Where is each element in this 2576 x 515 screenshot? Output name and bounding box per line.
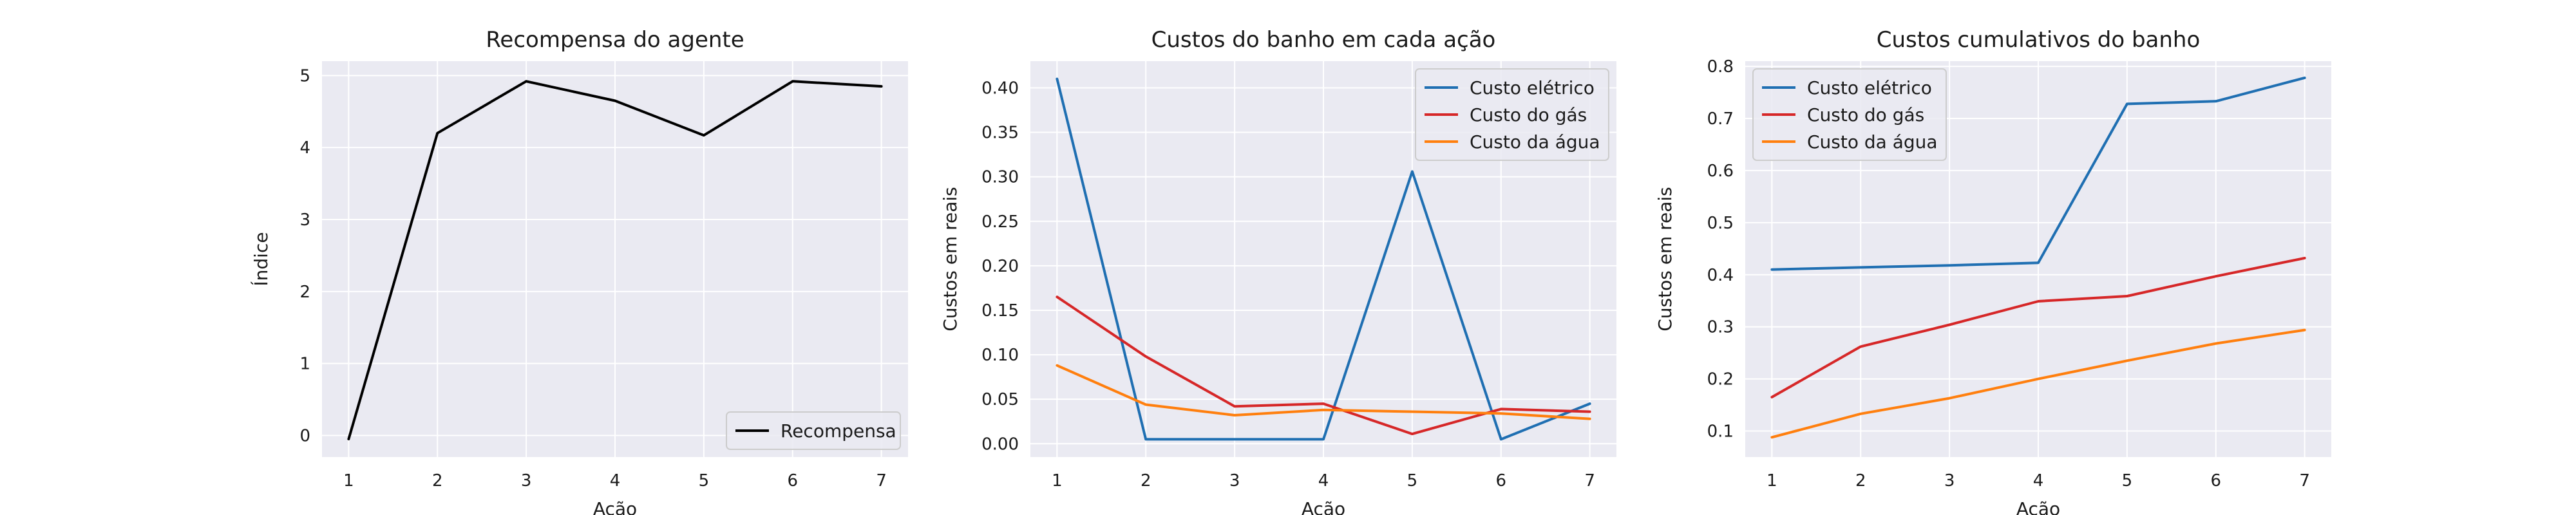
x-tick-label: 4 xyxy=(1318,471,1329,491)
chart-2: 1 2 3 4 5 6 7 0.00 0.05 0.10 0.15 0.20 0.25 0.30 0.35 0… xyxy=(940,27,1616,515)
y-tick-label: 0.3 xyxy=(1707,318,1734,337)
x-tick-label: 1 xyxy=(343,471,354,491)
y-tick-label: 1 xyxy=(299,355,310,374)
y-tick-label: 0.20 xyxy=(981,257,1019,276)
x-tick-label: 2 xyxy=(1141,471,1151,491)
y-tick-label: 0.00 xyxy=(981,435,1019,454)
x-tick-label: 2 xyxy=(1855,471,1866,491)
y-tick-label: 3 xyxy=(299,211,310,230)
x-tick-label: 6 xyxy=(1495,471,1506,491)
y-tick-label: 0.05 xyxy=(981,390,1019,409)
y-tick-label: 0.15 xyxy=(981,301,1019,321)
y-tick-label: 0.7 xyxy=(1707,109,1734,129)
y-tick-label: 2 xyxy=(299,283,310,302)
y-tick-label: 4 xyxy=(299,138,310,158)
y-tick-label: 0.5 xyxy=(1707,214,1734,233)
x-tick-label: 3 xyxy=(1229,471,1240,491)
y-tick-label: 0.4 xyxy=(1707,266,1734,285)
y-tick-label: 0.10 xyxy=(981,346,1019,365)
y-axis-label: Custos em reais xyxy=(1654,187,1676,332)
x-tick-label: 1 xyxy=(1052,471,1063,491)
y-tick-label: 0.35 xyxy=(981,124,1019,143)
y-tick-label: 0.6 xyxy=(1707,162,1734,181)
legend: Custo elétrico Custo do gás Custo da água xyxy=(1752,68,1947,161)
x-tick-label: 5 xyxy=(699,471,710,491)
y-tick-label: 0 xyxy=(299,426,310,445)
legend-label: Custo do gás xyxy=(1807,104,1924,126)
chart-3: 1 2 3 4 5 6 7 0.1 0.2 0.3 0.4 0.5 0.6 0.7 0.8 Custos cu… xyxy=(1654,27,2331,515)
x-tick-label: 3 xyxy=(1944,471,1955,491)
legend-label: Custo elétrico xyxy=(1470,77,1595,98)
legend-label: Custo da água xyxy=(1807,131,1938,153)
x-axis-label: Ação xyxy=(2016,498,2060,515)
x-tick-label: 5 xyxy=(2122,471,2133,491)
x-tick-label: 7 xyxy=(876,471,887,491)
y-tick-label: 0.8 xyxy=(1707,57,1734,77)
legend-label: Recompensa xyxy=(781,420,896,442)
y-tick-label: 0.2 xyxy=(1707,370,1734,389)
chart-title: Recompensa do agente xyxy=(486,27,744,53)
x-tick-label: 6 xyxy=(787,471,798,491)
legend: Recompensa xyxy=(726,411,901,450)
y-tick-label: 0.1 xyxy=(1707,422,1734,442)
y-tick-label: 0.30 xyxy=(981,168,1019,187)
y-axis-label: Índice xyxy=(250,232,272,286)
chart-title: Custos cumulativos do banho xyxy=(1877,27,2201,53)
legend-label: Custo da água xyxy=(1470,131,1600,153)
x-tick-label: 3 xyxy=(521,471,532,491)
chart-title: Custos do banho em cada ação xyxy=(1151,27,1496,53)
x-axis-label: Ação xyxy=(1302,498,1345,515)
x-tick-label: 1 xyxy=(1766,471,1777,491)
x-tick-label: 5 xyxy=(1407,471,1418,491)
x-tick-label: 6 xyxy=(2210,471,2221,491)
legend-box xyxy=(1752,68,1947,161)
legend-box xyxy=(1415,68,1609,161)
x-tick-label: 7 xyxy=(1584,471,1595,491)
x-tick-label: 2 xyxy=(432,471,443,491)
chart-1: 1 2 3 4 5 6 7 0 1 2 3 4 5 Recompensa do agente Ação Índ… xyxy=(250,27,908,515)
x-tick-label: 7 xyxy=(2299,471,2310,491)
legend-box xyxy=(726,411,901,450)
legend-label: Custo do gás xyxy=(1470,104,1587,126)
x-tick-label: 4 xyxy=(610,471,621,491)
y-tick-label: 0.40 xyxy=(981,79,1019,98)
x-axis-label: Ação xyxy=(593,498,637,515)
legend-label: Custo elétrico xyxy=(1807,77,1932,98)
y-axis-label: Custos em reais xyxy=(940,187,961,332)
y-tick-label: 5 xyxy=(299,66,310,86)
legend: Custo elétrico Custo do gás Custo da água xyxy=(1415,68,1609,161)
y-tick-label: 0.25 xyxy=(981,212,1019,232)
x-tick-label: 4 xyxy=(2033,471,2044,491)
